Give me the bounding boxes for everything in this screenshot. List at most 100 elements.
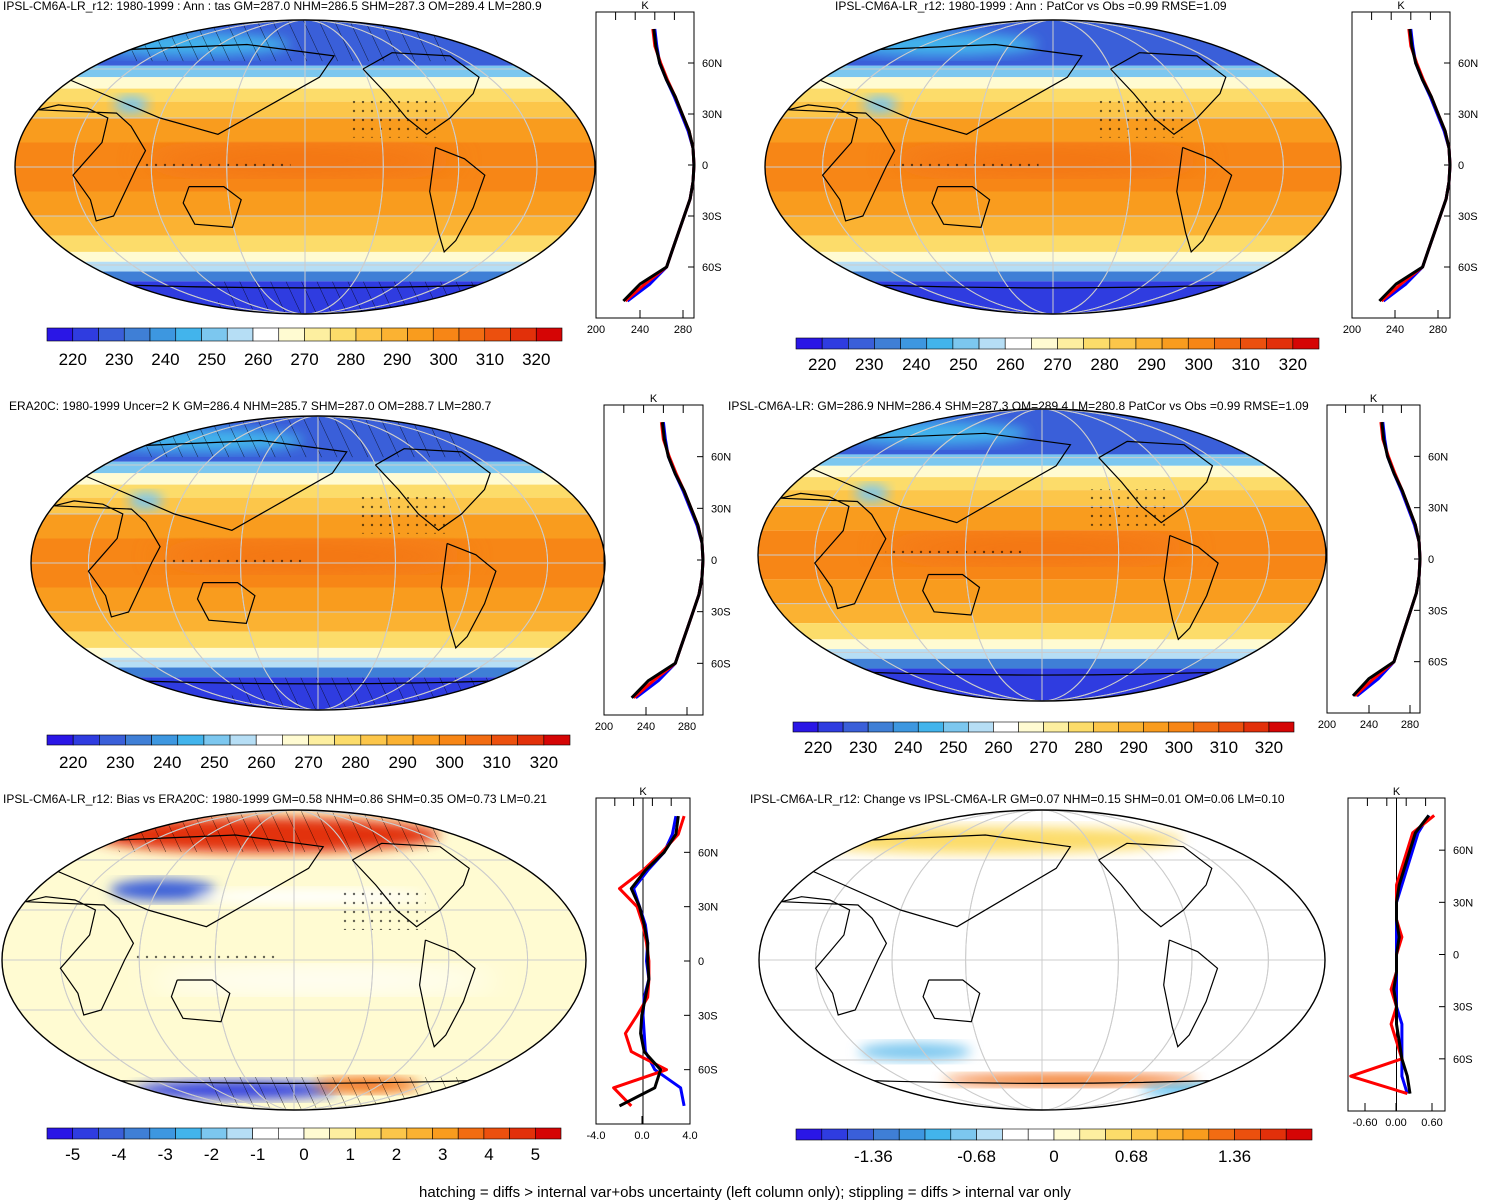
profile-line-obs [1351,421,1422,697]
profile-ytick: 0 [1453,950,1459,962]
colorbar-box [1109,337,1137,350]
meridian [214,810,374,1110]
colorbar-box [465,734,492,746]
map-field [759,810,1325,1110]
colorbar-box [1266,337,1294,350]
stippling [145,159,291,172]
colorbar-box [1187,337,1215,350]
colorbar-box [792,721,819,733]
map-field [765,20,1341,314]
colorbar-label: 310 [1232,355,1260,374]
map-field [2,810,586,1110]
colorbar-label: 250 [198,350,226,369]
colorbar-box [1068,721,1094,733]
colorbar-label: 240 [153,753,181,772]
meridian [87,416,549,710]
colorbar-box [1292,337,1320,350]
colorbar-label: -0.68 [957,1147,996,1166]
colorbar-box [329,1127,356,1140]
colorbar-label: 290 [1137,355,1165,374]
colorbar-label: 270 [294,753,322,772]
colorbar-box [892,721,919,733]
map-border [757,408,1327,702]
colorbar: -1.36 -0.68 0 0.68 1.36 [795,1128,1313,1166]
colorbar-box [334,734,362,746]
colorbar-box [308,734,335,746]
stippling [337,892,426,930]
profile-xtick: 240 [631,324,649,336]
coastline [1110,52,1227,136]
profile-unit: K [650,393,658,405]
colorbar-box [821,337,849,350]
arctic-cold [837,32,1039,57]
colorbar-label: 1 [346,1145,355,1164]
panel-title: IPSL-CM6A-LR_r12: 1980-1999 : Ann : PatC… [835,0,1227,13]
colorbar-box [1031,337,1058,350]
colorbar-label: 220 [59,350,87,369]
coastline [786,432,1072,524]
colorbar-box [229,734,257,746]
coastline [787,104,896,222]
colorbar-box [926,337,954,350]
coastline [429,146,486,254]
colorbar: 220 230 240 250 260 270 280 290 300 310 320 [46,327,563,369]
coastline [53,500,161,618]
map-field [758,409,1326,701]
colorbar-box [355,1127,382,1140]
colorbar-box [1083,337,1111,350]
stippling [894,159,1039,172]
profile-ytick: 30N [698,902,718,914]
map-field [31,416,605,710]
profile-ytick: 60N [711,452,731,464]
change-arctic [787,826,1184,854]
colorbar-label: 260 [244,350,272,369]
colorbar-box [255,734,283,746]
profile-line-model2 [632,422,705,699]
coastline [781,896,888,1016]
colorbar-label: 3 [438,1145,447,1164]
stippling [1096,100,1183,138]
profile-ytick: 30N [1428,503,1448,515]
colorbar-label: 0 [1049,1147,1058,1166]
colorbar-box [491,734,518,746]
profile-ytick: 0 [702,160,708,172]
profile-unit: K [639,786,647,798]
profile-unit: K [641,0,649,12]
profile-xtick: 280 [1429,324,1447,336]
colorbar-label: 4 [484,1145,493,1164]
profile-line-obs [1378,28,1452,303]
colorbar-box [72,1127,99,1140]
colorbar-box [458,327,486,342]
hatching-arctic [118,810,441,852]
profile-unit: K [1393,786,1401,798]
coastline [30,834,325,928]
colorbar-box [457,1127,485,1140]
colorbar-label: 0 [299,1145,308,1164]
stippling [160,555,304,568]
colorbar-box [203,734,231,746]
profile-ytick: 60S [711,658,731,670]
colorbar-label: 270 [290,350,318,369]
colorbar-box [1057,337,1084,350]
colorbar-box [282,734,309,746]
colorbar-box [149,327,177,342]
coastline [922,979,981,1023]
profile-xtick: 280 [674,324,692,336]
colorbar-label: 280 [1074,738,1102,757]
colorbar-box [1168,721,1195,733]
colorbar-label: 300 [1185,355,1213,374]
colorbar-box [978,337,1006,350]
panel-title: IPSL-CM6A-LR_r12: 1980-1999 : Ann : tas … [3,0,542,13]
colorbar-box [125,734,152,746]
colorbar-label: 0.68 [1115,1147,1148,1166]
coastline [351,842,470,928]
colorbar-box [842,721,869,733]
colorbar: 220 230 240 250 260 270 280 290 300 310 320 [795,337,1320,374]
colorbar-label: 250 [939,738,967,757]
colorbar-box [1218,721,1245,733]
colorbar-box [1143,721,1170,733]
colorbar-box [1135,337,1163,350]
colorbar-label: 310 [476,350,504,369]
colorbar-box [510,327,537,342]
colorbar-box [1268,721,1295,733]
